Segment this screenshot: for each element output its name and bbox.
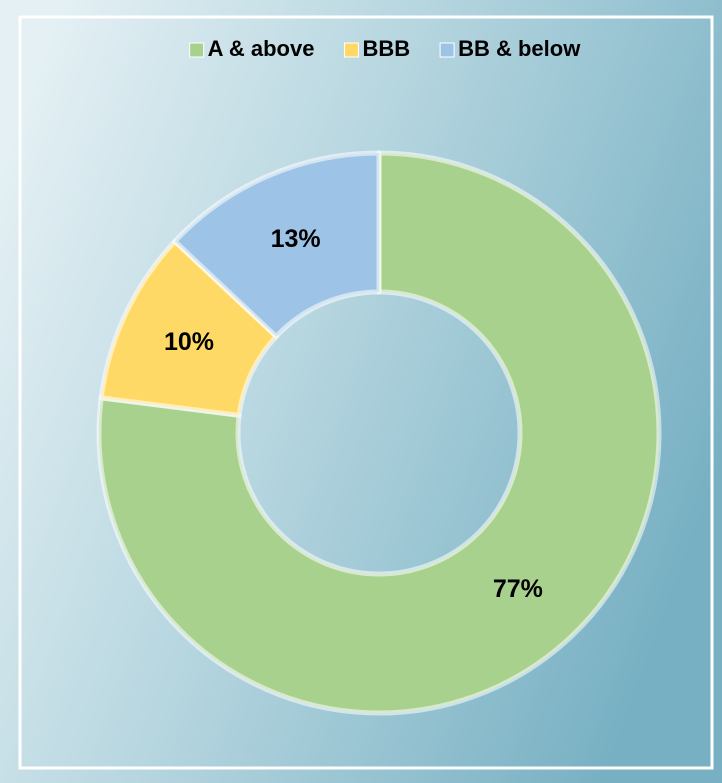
data-label: 10% bbox=[164, 328, 214, 356]
legend-swatch bbox=[439, 42, 455, 58]
data-labels: 77% 10% 13% bbox=[164, 225, 543, 603]
legend-label: A & above bbox=[208, 36, 315, 61]
legend-label: BB & below bbox=[458, 36, 581, 61]
legend-label: BBB bbox=[362, 36, 410, 61]
legend-swatch bbox=[343, 42, 359, 58]
legend-swatch bbox=[189, 42, 205, 58]
data-label: 77% bbox=[493, 575, 543, 603]
slice bbox=[96, 150, 662, 716]
legend: A & above BBB BB & below bbox=[189, 36, 581, 61]
data-label: 13% bbox=[271, 225, 321, 253]
donut bbox=[96, 150, 662, 716]
frame bbox=[18, 15, 714, 770]
slice bbox=[172, 150, 382, 339]
